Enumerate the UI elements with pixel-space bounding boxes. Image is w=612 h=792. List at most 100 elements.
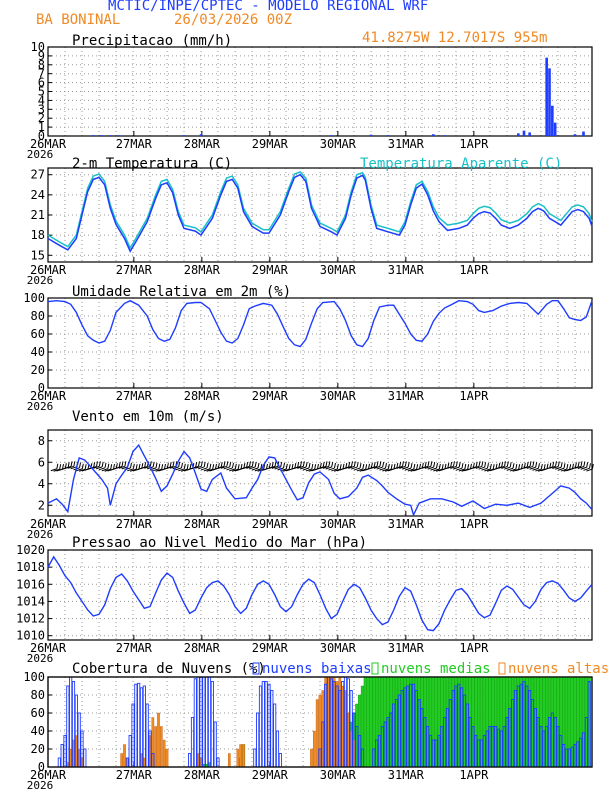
wind-barb-flag xyxy=(62,463,64,470)
y-tick-label: 1010 xyxy=(16,629,45,643)
wind-barb xyxy=(118,465,125,469)
wind-barb xyxy=(268,465,276,469)
x-tick-label: 26MAR xyxy=(30,389,67,403)
wind-barb-flag xyxy=(144,462,147,468)
cloud-baixas-bar xyxy=(207,676,212,768)
wind-barb-flag xyxy=(291,463,294,470)
wind-barb xyxy=(203,468,210,472)
y-tick-label: 4 xyxy=(38,477,45,491)
wind-barb-flag xyxy=(365,464,368,470)
wind-barb-flag xyxy=(181,462,183,468)
wind-barb-flag xyxy=(251,461,254,467)
wind-barb-flag xyxy=(560,462,563,468)
wind-barb-flag xyxy=(396,462,399,469)
precip-bar xyxy=(369,134,373,136)
y-tick-label: 8 xyxy=(38,434,45,448)
wind-barb-flag xyxy=(484,462,487,468)
wind-barb-flag xyxy=(149,461,152,467)
precip-bar xyxy=(528,132,531,136)
cloud-baixas-bar xyxy=(256,712,260,768)
cloud-altas-bar xyxy=(154,726,158,768)
cloud-legend-swatch xyxy=(371,662,379,675)
wind-barb-flag xyxy=(370,462,373,469)
wind-barb xyxy=(200,467,208,471)
x-tick-label: 27MAR xyxy=(116,389,153,403)
wind-barb-flag xyxy=(526,461,529,467)
wind-barb xyxy=(450,465,457,469)
y-tick-label: 0 xyxy=(38,129,45,143)
wind-barb xyxy=(504,466,511,470)
station-location: 41.8275W 12.7017S 955m xyxy=(362,30,548,46)
y-tick-label: 0 xyxy=(38,760,45,774)
wind-barb-flag xyxy=(285,463,288,470)
station-name: BA BONINAL xyxy=(36,12,121,28)
wind-barb xyxy=(410,468,417,472)
wind-barb xyxy=(458,468,465,472)
wind-barb-flag xyxy=(407,462,410,468)
chart-title: Umidade Relativa em 2m (%) xyxy=(72,284,291,300)
wind-barb-flag xyxy=(404,461,407,467)
y-tick-label: 10 xyxy=(31,40,45,54)
x-tick-label: 30MAR xyxy=(320,641,357,655)
wind-barb xyxy=(506,467,514,471)
cloud-baixas-bar xyxy=(270,690,274,768)
wind-barb-flag xyxy=(209,463,212,469)
wind-barb-flag xyxy=(577,461,580,467)
x-tick-label: 31MAR xyxy=(388,137,425,151)
wind-barb xyxy=(175,467,182,471)
wind-barb-flag xyxy=(93,462,96,468)
x-tick-label: 1APR xyxy=(459,263,489,277)
humidity-line xyxy=(47,299,593,348)
wind-barb-flag xyxy=(294,462,297,469)
wind-barb-flag xyxy=(572,463,574,469)
wind-barb-flag xyxy=(260,463,263,469)
y-tick-label: 100 xyxy=(23,670,45,684)
plot-frame xyxy=(47,167,593,263)
wind-barb xyxy=(217,465,225,469)
precip-bar xyxy=(117,135,121,136)
wind-barb xyxy=(424,465,431,469)
wind-barb-flag xyxy=(161,464,164,470)
x-tick-label: 1APR xyxy=(459,768,489,782)
wind-barb-flag xyxy=(124,461,127,467)
wind-barb-flag xyxy=(107,463,110,469)
x-tick-label: 30MAR xyxy=(320,768,357,782)
wind-barb xyxy=(328,467,335,471)
wind-barb xyxy=(283,468,290,472)
x-tick-label: 26MAR xyxy=(30,137,67,151)
wind-barb-flag xyxy=(121,461,124,467)
y-tick-label: 20 xyxy=(31,363,45,377)
wind-barb xyxy=(246,465,253,469)
wind-barb-flag xyxy=(317,463,319,470)
wind-barb-flag xyxy=(356,461,359,468)
cloud-altas-bar xyxy=(159,726,163,768)
x-tick-label: 27MAR xyxy=(116,768,153,782)
wind-barb xyxy=(294,465,301,469)
wind-barb-flag xyxy=(271,461,274,468)
wind-barb-flag xyxy=(444,463,447,469)
wind-barb-flag xyxy=(274,461,277,467)
wind-barb xyxy=(552,465,559,469)
wind-barb xyxy=(254,468,261,472)
temperature-line xyxy=(47,173,593,253)
wind-barb-flag xyxy=(302,461,305,467)
wind-barb xyxy=(305,468,312,472)
wind-barb xyxy=(574,465,582,469)
wind-barb-flag xyxy=(98,461,101,467)
wind-barb xyxy=(331,468,338,472)
chart-title: 2-m Temperatura (C) xyxy=(72,156,232,172)
wind-barb xyxy=(169,465,176,469)
cloud-medias-bar xyxy=(363,676,367,768)
precip-bar xyxy=(517,133,520,136)
wind-barb-flag xyxy=(64,463,67,469)
wind-barb xyxy=(76,468,83,472)
y-tick-label: 60 xyxy=(31,706,45,720)
wind-barb xyxy=(586,468,593,472)
wind-barb-flag xyxy=(155,462,158,468)
y-tick-label: 2 xyxy=(38,498,45,512)
wind-barb xyxy=(379,467,386,471)
wind-barb xyxy=(104,468,111,472)
wind-barb xyxy=(532,467,539,471)
